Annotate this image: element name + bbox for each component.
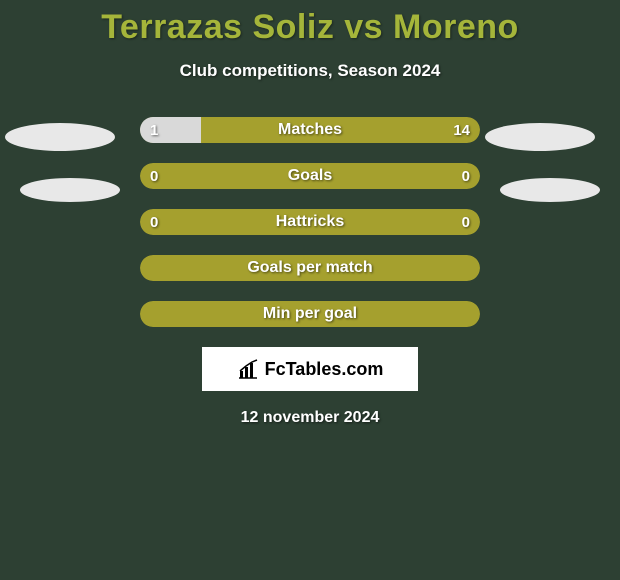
stat-bar-right-fill: [140, 255, 480, 281]
avatar-right-1: [485, 123, 595, 151]
stat-bar-right-value: 0: [462, 209, 470, 235]
avatar-left-1: [5, 123, 115, 151]
page-title: Terrazas Soliz vs Moreno: [0, 0, 620, 47]
page-subtitle: Club competitions, Season 2024: [0, 61, 620, 81]
comparison-infographic: Terrazas Soliz vs Moreno Club competitio…: [0, 0, 620, 580]
stat-bar-left-value: 0: [150, 209, 158, 235]
stat-bar-right-value: 14: [453, 117, 470, 143]
avatar-right-2: [500, 178, 600, 202]
bar-chart-icon: [237, 358, 259, 380]
stat-bar: Min per goal: [140, 301, 480, 327]
stat-bar: Goals per match: [140, 255, 480, 281]
source-logo-box: FcTables.com: [202, 347, 418, 391]
stat-bar-right-fill: [140, 209, 480, 235]
stat-bar: Hattricks00: [140, 209, 480, 235]
avatar-left-2: [20, 178, 120, 202]
stat-bar-right-fill: [140, 301, 480, 327]
stat-bar-right-value: 0: [462, 163, 470, 189]
footer-date: 12 november 2024: [0, 409, 620, 427]
stat-bar-left-value: 0: [150, 163, 158, 189]
stat-bar-left-value: 1: [150, 117, 158, 143]
stat-bar: Goals00: [140, 163, 480, 189]
stat-bar: Matches114: [140, 117, 480, 143]
source-logo-text: FcTables.com: [265, 359, 384, 380]
stat-bar-right-fill: [140, 163, 480, 189]
